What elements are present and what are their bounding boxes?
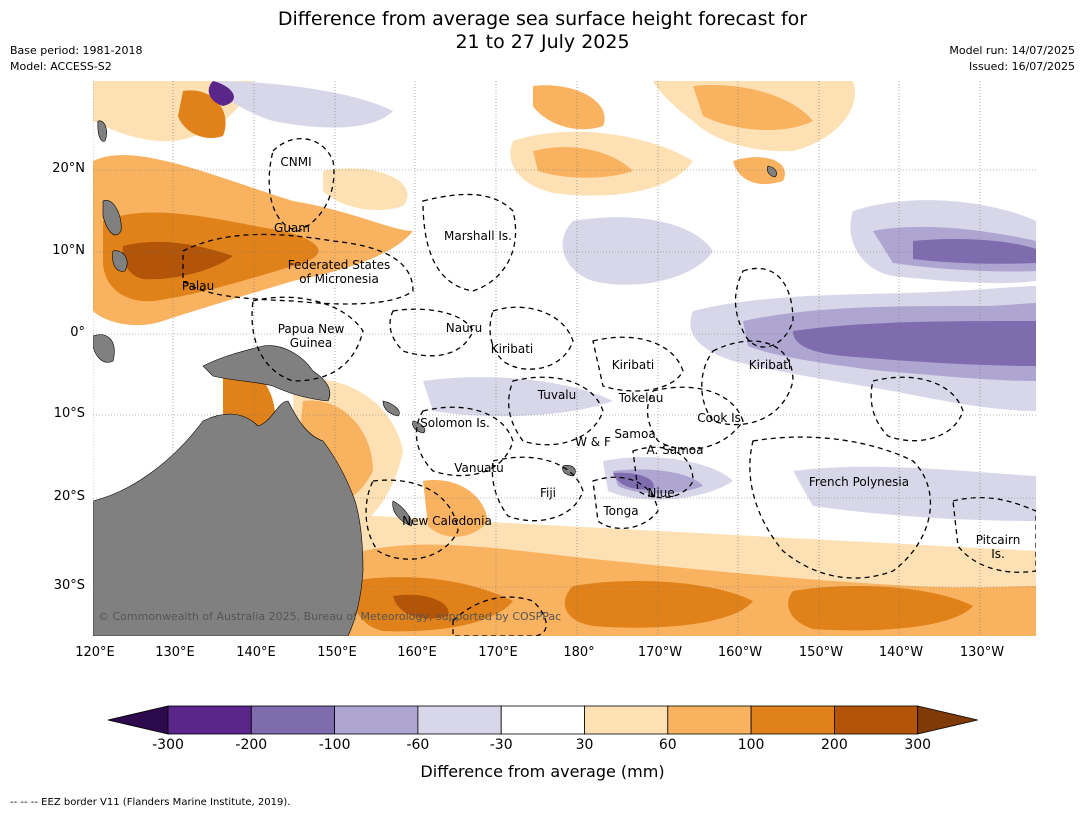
colorbar-tick-label: 100 (737, 737, 765, 753)
region-label: Marshall Is. (444, 229, 512, 243)
region-label: Solomon Is. (420, 416, 490, 430)
longitude-tick-label: 180° (563, 645, 595, 660)
region-label: Niue (647, 486, 674, 500)
colorbar-segment (250, 705, 336, 735)
colorbar-segment (417, 705, 502, 735)
eez-footnote: -- -- -- EEZ border V11 (Flanders Marine… (10, 797, 291, 808)
colorbar-segment (500, 705, 585, 735)
latitude-tick-label: 10°S (53, 406, 85, 421)
colorbar-max-arrow (917, 705, 978, 735)
region-label: Papua New Guinea (278, 322, 345, 350)
map-panel: CNMI Guam Marshall Is. Federated States of M… (93, 81, 1036, 636)
colorbar-tick-label: 200 (821, 737, 848, 753)
colorbar-segment (750, 705, 835, 735)
longitude-tick-label: 160°E (397, 645, 437, 660)
meta-left: Base period: 1981-2018 Model: ACCESS-S2 (10, 43, 142, 75)
longitude-tick-label: 170°W (637, 645, 683, 660)
colorbar-tick-label: 300 (904, 737, 932, 753)
colorbar-tick-label: 60 (658, 737, 677, 753)
longitude-tick-label: 160°W (717, 645, 763, 660)
region-label: A. Samoa (647, 443, 704, 457)
meta-right: Model run: 14/07/2025 Issued: 16/07/2025 (949, 43, 1075, 75)
latitude-tick-label: 0° (70, 325, 85, 340)
region-label: Tonga (602, 504, 638, 518)
region-label: Samoa (614, 427, 655, 441)
longitude-tick-label: 140°W (878, 645, 924, 660)
base-period: Base period: 1981-2018 (10, 44, 143, 57)
copyright-notice: © Commonwealth of Australia 2025, Bureau… (98, 610, 562, 623)
model-run: Model run: 14/07/2025 (949, 44, 1075, 57)
colorbar-min-arrow (107, 705, 169, 735)
region-label: W & F (575, 435, 611, 449)
colorbar-tick-label: -100 (318, 737, 351, 753)
title-line-2: 21 to 27 July 2025 (455, 31, 630, 53)
colorbar-segment (584, 705, 669, 735)
region-label: French Polynesia (809, 475, 909, 489)
colorbar-tick-label: -30 (489, 737, 513, 753)
longitude-tick-label: 130°W (959, 645, 1005, 660)
colorbar (107, 705, 978, 735)
latitude-tick-label: 30°S (53, 578, 85, 593)
colorbar-segment (667, 705, 752, 735)
region-labels: CNMI Guam Marshall Is. Federated States of M… (182, 155, 1020, 561)
chart-title: Difference from average sea surface heig… (0, 8, 1085, 54)
region-label: New Caledonia (402, 514, 492, 528)
region-label: Cook Is. (697, 411, 744, 425)
region-label: Tuvalu (537, 388, 577, 402)
region-label: Kiribati (612, 358, 654, 372)
region-label: Fiji (540, 486, 556, 500)
graticule (93, 81, 1036, 636)
colorbar-tick-label: -300 (152, 737, 184, 753)
region-label: Palau (182, 279, 214, 293)
colorbar-tick-label: -60 (406, 737, 430, 753)
region-label: CNMI (280, 155, 311, 169)
region-label: Kiribati (491, 342, 533, 356)
latitude-tick-label: 20°N (52, 161, 85, 176)
title-line-1: Difference from average sea surface heig… (277, 8, 808, 30)
colorbar-segment (334, 705, 419, 735)
region-label: Nauru (446, 321, 482, 335)
longitude-tick-label: 150°E (317, 645, 357, 660)
latitude-tick-label: 10°N (52, 243, 85, 258)
longitude-tick-label: 130°E (155, 645, 195, 660)
colorbar-tick-label: -200 (235, 737, 268, 753)
region-label: Vanuatu (454, 461, 504, 475)
land-masses (93, 120, 777, 636)
region-label: Pitcairn Is. (976, 533, 1021, 561)
region-label: Federated States of Micronesia (288, 258, 390, 286)
issued-date: Issued: 16/07/2025 (968, 60, 1075, 73)
region-label: Tokelau (618, 391, 664, 405)
colorbar-segment (167, 705, 252, 735)
region-label: Kiribati (749, 358, 791, 372)
latitude-tick-label: 20°S (53, 489, 85, 504)
colorbar-title: Difference from average (mm) (420, 762, 665, 781)
longitude-tick-label: 120°E (75, 645, 115, 660)
colorbar-tick-label: 30 (575, 737, 594, 753)
longitude-tick-label: 170°E (478, 645, 518, 660)
longitude-tick-label: 140°E (236, 645, 276, 660)
colorbar-segment (834, 705, 919, 735)
longitude-tick-label: 150°W (798, 645, 844, 660)
region-label: Guam (274, 221, 310, 235)
model-name: Model: ACCESS-S2 (10, 60, 112, 73)
